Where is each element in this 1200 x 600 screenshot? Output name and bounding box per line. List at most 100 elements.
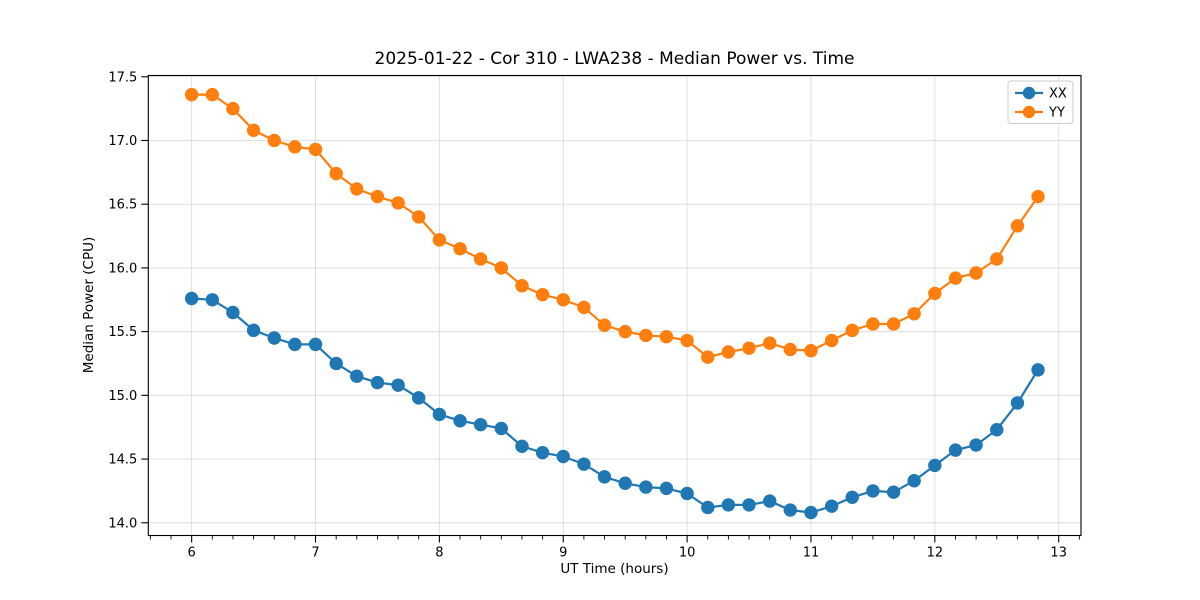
data-point xyxy=(577,457,591,471)
y-axis: 14.0 14.5 15.0 15.5 16.0 16.5 17.0 17.5 xyxy=(108,70,149,531)
data-point xyxy=(763,336,777,350)
x-minor-ticks xyxy=(149,535,1080,540)
data-point xyxy=(845,323,859,338)
data-point xyxy=(824,333,839,348)
data-point xyxy=(473,417,488,432)
data-point xyxy=(535,445,550,460)
data-point xyxy=(804,344,818,358)
data-point xyxy=(350,369,364,383)
x-tick-label: 9 xyxy=(559,546,567,561)
data-point xyxy=(763,494,777,508)
legend-sample-marker xyxy=(1022,86,1036,100)
legend-sample-marker xyxy=(1022,105,1036,119)
y-tick-label: 17.0 xyxy=(108,134,137,149)
data-point xyxy=(742,498,756,512)
data-point xyxy=(701,350,715,364)
data-point xyxy=(370,189,385,204)
data-point xyxy=(494,261,509,275)
legend-label: YY xyxy=(1048,106,1065,121)
y-tick-label: 15.0 xyxy=(108,389,137,404)
y-tick-label: 17.5 xyxy=(108,70,137,85)
data-point xyxy=(969,266,983,280)
x-tick-label: 12 xyxy=(927,546,944,561)
data-point xyxy=(886,317,901,331)
series-XX xyxy=(184,291,1045,520)
data-point xyxy=(556,449,570,464)
data-point xyxy=(742,341,756,355)
data-point xyxy=(907,307,921,321)
data-point xyxy=(329,356,343,371)
x-tick-label: 10 xyxy=(679,546,696,561)
legend: XX YY xyxy=(1007,80,1074,124)
x-axis: 6 7 8 9 10 11 12 13 xyxy=(188,535,1067,561)
data-point xyxy=(556,293,570,307)
data-point xyxy=(184,291,199,306)
data-point xyxy=(824,499,839,513)
data-point xyxy=(990,252,1004,266)
grid xyxy=(148,75,1081,536)
data-point xyxy=(597,470,612,484)
data-point xyxy=(928,458,942,473)
data-point xyxy=(453,242,467,256)
data-point xyxy=(432,407,447,422)
y-tick-label: 16.5 xyxy=(108,198,137,213)
data-point xyxy=(288,337,302,352)
data-point xyxy=(288,140,302,154)
data-point xyxy=(701,500,715,515)
y-tick-label: 14.0 xyxy=(108,516,137,531)
data-point xyxy=(391,196,405,210)
data-point xyxy=(370,375,385,390)
data-point xyxy=(721,345,736,359)
data-point xyxy=(783,503,797,517)
data-point xyxy=(226,305,240,320)
data-point xyxy=(226,101,240,116)
data-point xyxy=(659,481,674,496)
plot-area-border xyxy=(147,74,1082,537)
data-point xyxy=(783,342,797,357)
data-point xyxy=(639,480,653,494)
data-point xyxy=(205,293,220,307)
data-point xyxy=(1031,189,1045,204)
data-point xyxy=(329,166,343,181)
data-point xyxy=(308,142,323,157)
data-point xyxy=(597,318,612,332)
data-point xyxy=(411,391,426,405)
data-point xyxy=(391,378,405,392)
data-point xyxy=(804,505,818,520)
data-point xyxy=(990,423,1004,437)
x-tick-label: 11 xyxy=(803,546,820,561)
x-tick-label: 8 xyxy=(435,546,443,561)
data-point xyxy=(350,182,364,196)
data-point xyxy=(246,323,261,338)
data-point xyxy=(494,421,509,436)
y-tick-label: 15.5 xyxy=(108,325,137,340)
data-point xyxy=(473,252,488,266)
legend-label: XX xyxy=(1049,87,1067,102)
data-point xyxy=(845,490,859,504)
data-point xyxy=(184,87,199,102)
data-point xyxy=(515,439,529,454)
data-point xyxy=(267,133,281,148)
data-point xyxy=(680,333,694,348)
data-point xyxy=(907,474,921,488)
data-point xyxy=(866,317,880,331)
y-tick-label: 16.0 xyxy=(108,261,137,276)
x-axis-label: UT Time (hours) xyxy=(560,561,669,577)
data-point xyxy=(680,486,694,501)
y-tick-label: 14.5 xyxy=(108,453,137,468)
data-point xyxy=(886,485,901,499)
data-point xyxy=(515,279,529,293)
data-point xyxy=(1010,219,1025,233)
chart-title: 2025-01-22 - Cor 310 - LWA238 - Median P… xyxy=(374,49,855,69)
data-point xyxy=(948,443,963,457)
data-point xyxy=(577,300,591,315)
data-point xyxy=(866,484,880,498)
data-point xyxy=(1031,363,1045,377)
data-point xyxy=(246,123,261,137)
series-YY xyxy=(184,87,1045,364)
data-point xyxy=(721,498,736,512)
data-point xyxy=(535,287,550,302)
data-point xyxy=(411,210,426,224)
data-point xyxy=(618,324,632,339)
